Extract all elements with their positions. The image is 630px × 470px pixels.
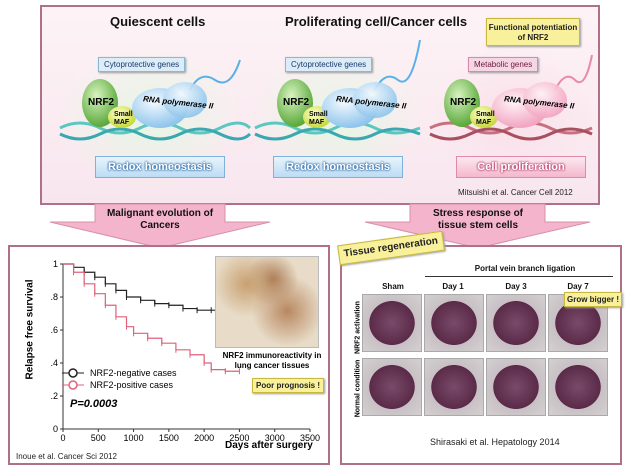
liver-photo-5 [362, 358, 422, 416]
series-line-0 [63, 263, 240, 311]
nrf2-label-3: NRF2 [450, 97, 477, 108]
chart-legend [62, 368, 84, 390]
series-line-1 [63, 263, 240, 372]
left-arrow-label: Malignant evolution of Cancers [106, 208, 214, 231]
col-day7: Day 7 [567, 282, 589, 291]
x-tick-label: 3500 [300, 433, 320, 443]
dna-strand-2 [254, 121, 421, 135]
liver-photo-3 [486, 294, 546, 352]
liver-photo-8 [548, 358, 608, 416]
x-tick-label: 2500 [229, 433, 249, 443]
left-arrow [49, 203, 271, 249]
y-tick-label: .6 [50, 325, 58, 335]
liver-photo-6 [424, 358, 484, 416]
y-tick-label: .2 [50, 391, 58, 401]
poor-prognosis-callout: Poor prognosis ! [252, 378, 324, 393]
grow-bigger-callout: Grow bigger ! [564, 292, 622, 307]
inoue-citation: Inoue et al. Cancer Sci 2012 [16, 452, 117, 461]
col-day1: Day 1 [442, 282, 464, 291]
legend-negative: NRF2-negative cases [90, 368, 177, 378]
right-arrow-label: Stress response of tissue stem cells [432, 208, 524, 231]
cell-prolif-box: Cell proliferation [456, 156, 586, 178]
x-tick-label: 500 [91, 433, 106, 443]
ligation-line [425, 276, 613, 277]
redox-box-2: Redox homeostasis [273, 156, 403, 178]
nrf2-label-2: NRF2 [283, 97, 310, 108]
survival-ylabel: Relapse free survival [24, 279, 36, 380]
liver-photo-1 [362, 294, 422, 352]
mitsuishi-citation: Mitsuishi et al. Cancer Cell 2012 [458, 188, 573, 197]
mrna-strand-3 [554, 54, 593, 91]
ligation-header: Portal vein branch ligation [474, 264, 576, 273]
x-tick-label: 0 [60, 433, 65, 443]
small-maf-label-2: Small MAF [309, 111, 328, 126]
x-tick-label: 2000 [194, 433, 214, 443]
liver-photo-2 [424, 294, 484, 352]
y-tick-label: 0 [53, 424, 58, 434]
mrna-strand-1 [189, 59, 241, 91]
cytoprotective-genes-label-2: Cytoprotective genes [285, 57, 373, 72]
redox-box-1: Redox homeostasis [95, 156, 225, 178]
x-tick-label: 3000 [265, 433, 285, 443]
right-arrow [364, 203, 591, 249]
molecule-diagram [59, 39, 593, 141]
proliferating-title: Proliferating cell/Cancer cells [285, 14, 468, 29]
mrna-strand-2 [374, 39, 421, 91]
y-tick-label: 1 [53, 259, 58, 269]
ihc-photo [215, 256, 319, 348]
metabolic-genes-label: Metabolic genes [468, 57, 539, 72]
small-maf-label-1: Small MAF [114, 111, 133, 126]
x-tick-label: 1000 [124, 433, 144, 443]
liver-photo-7 [486, 358, 546, 416]
legend-positive: NRF2-positive cases [90, 380, 174, 390]
arrows [49, 203, 591, 249]
nrf2-label-1: NRF2 [88, 97, 115, 108]
survival-xlabel: Days after surgery [225, 440, 313, 451]
shirasaki-citation: Shirasaki et al. Hepatology 2014 [430, 437, 560, 447]
x-tick-label: 1500 [159, 433, 179, 443]
col-sham: Sham [382, 282, 404, 291]
cytoprotective-genes-label-1: Cytoprotective genes [98, 57, 186, 72]
regeneration-panel [340, 245, 622, 465]
inset-caption: NRF2 immunoreactivity in lung cancer tis… [222, 351, 322, 370]
small-maf-label-3: Small MAF [476, 111, 495, 126]
functional-callout: Functional potentiation of NRF2 [486, 18, 580, 46]
row-normal: Normal condition [354, 359, 362, 418]
survival-chart: 0 500 1000 1500 2000 2500 3000 3500 0 .2 .4 .6 .8 1 [50, 259, 320, 443]
p-value: P=0.0003 [70, 398, 118, 410]
quiescent-title: Quiescent cells [110, 14, 206, 29]
y-tick-label: .8 [50, 292, 58, 302]
col-day3: Day 3 [505, 282, 527, 291]
y-tick-label: .4 [50, 358, 58, 368]
